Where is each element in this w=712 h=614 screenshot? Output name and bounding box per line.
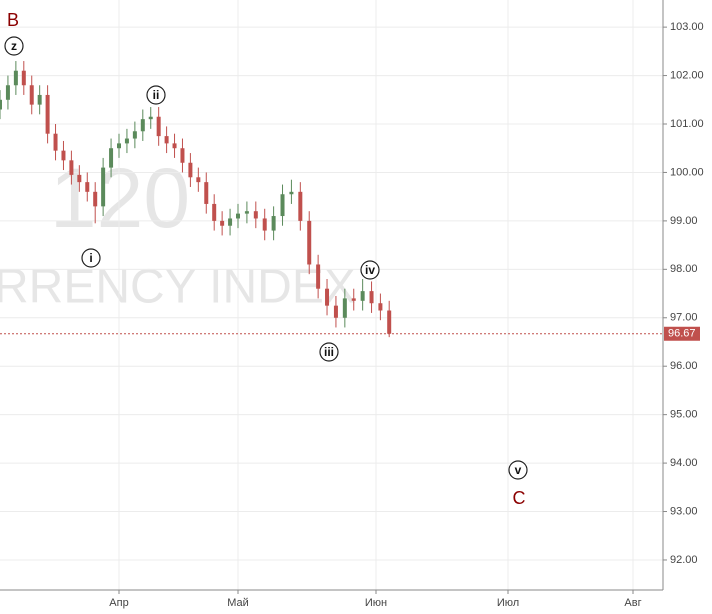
candle-body (53, 133, 58, 151)
candle-body (342, 298, 347, 318)
candle-body (93, 191, 98, 207)
candle-body (124, 138, 129, 144)
y-tick-label: 96.00 (670, 360, 698, 372)
candle-body (148, 116, 153, 120)
candle-body (37, 94, 42, 105)
x-tick-label: Апр (109, 597, 128, 609)
wave-circle (508, 460, 528, 480)
candle-body (333, 305, 338, 318)
candle-body (29, 85, 34, 105)
wave-label: v (515, 463, 522, 477)
candle-body (280, 194, 285, 217)
candle-body (204, 182, 209, 204)
candle-body (253, 211, 258, 219)
y-tick-label: 101.00 (670, 118, 704, 130)
wave-circle (146, 85, 166, 105)
candle-body (69, 160, 74, 175)
x-tick-label: Июл (497, 597, 519, 609)
candle-body (212, 203, 217, 221)
candle-body (220, 220, 225, 226)
y-tick-label: 102.00 (670, 69, 704, 81)
candle-body (21, 70, 26, 86)
wave-label: B (7, 10, 19, 30)
candle-body (316, 264, 321, 289)
candle-body (387, 310, 392, 334)
candle-body (0, 99, 2, 110)
candle-body (101, 167, 106, 207)
y-tick-label: 97.00 (670, 312, 698, 324)
y-tick-label: 95.00 (670, 409, 698, 421)
candle-body (164, 136, 169, 144)
candle-body (351, 298, 356, 301)
x-tick-label: Июн (365, 597, 387, 609)
wave-circle (360, 260, 380, 280)
wave-label: C (513, 488, 526, 508)
candle-body (132, 131, 137, 139)
candle-body (196, 177, 201, 183)
wave-label: i (89, 251, 92, 265)
candle-body (61, 150, 66, 161)
y-tick-label: 92.00 (670, 554, 698, 566)
candle-body (85, 182, 90, 192)
candle-body (117, 143, 121, 149)
candle-body (228, 218, 233, 226)
y-tick-label: 103.00 (670, 21, 704, 33)
candle-body (378, 303, 383, 311)
y-tick-label: 93.00 (670, 505, 698, 517)
x-tick-label: Май (227, 597, 249, 609)
candle-body (271, 216, 276, 231)
candle-body (77, 174, 82, 183)
last-price-box (664, 326, 700, 341)
y-tick-label: 98.00 (670, 263, 698, 275)
last-price-label: 96.67 (668, 328, 696, 340)
candle-body (180, 148, 185, 163)
wave-circle (4, 36, 24, 56)
wave-circle (319, 342, 339, 362)
candle-body (156, 116, 161, 137)
candle-body (5, 85, 10, 100)
candle-body (188, 162, 193, 178)
y-tick-label: 99.00 (670, 215, 698, 227)
candle-body (172, 143, 177, 149)
y-tick-label: 100.00 (670, 166, 704, 178)
wave-label: ii (153, 88, 160, 102)
candle-body (140, 119, 145, 132)
candle-body (298, 191, 303, 221)
candle-body (45, 94, 50, 134)
x-tick-label: Авг (624, 597, 641, 609)
wave-label: iii (324, 345, 334, 359)
candle-body (325, 288, 330, 306)
candle-body (289, 191, 294, 195)
watermark: RRENCY INDEX (0, 261, 356, 314)
candle-body (262, 218, 267, 231)
candle-body (109, 148, 114, 168)
candle-body (236, 213, 240, 219)
candle-body (360, 291, 365, 301)
candle-body (307, 220, 312, 265)
wave-label: iv (365, 263, 375, 277)
candle-body (244, 211, 249, 214)
y-tick-label: 94.00 (670, 457, 698, 469)
candle-body (369, 291, 374, 304)
wave-label: z (11, 39, 17, 53)
candle-body (13, 70, 18, 86)
wave-circle (81, 248, 101, 268)
